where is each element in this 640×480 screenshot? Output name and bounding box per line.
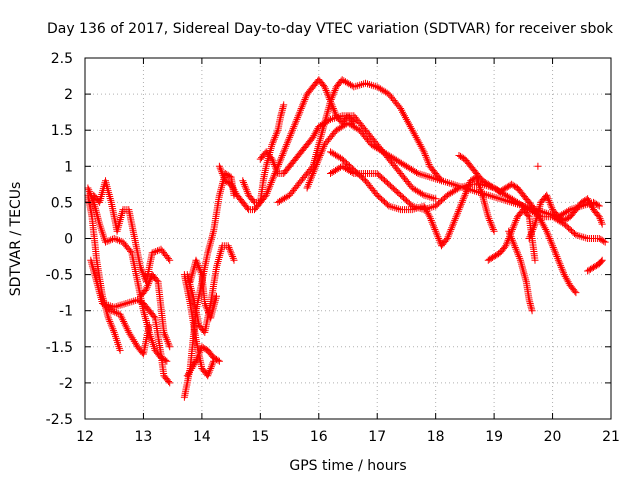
y-tick-label: -1.5 [46,340,73,356]
x-tick-label: 13 [135,429,153,445]
marker-trace [584,256,606,275]
series-arc21 [505,227,536,315]
y-tick-label: 0.5 [51,195,73,211]
x-tick-label: 16 [310,429,328,445]
series-arc23 [584,256,606,275]
y-tick-label: -1 [59,304,73,320]
series-arc10 [186,256,220,322]
marker-trace [505,227,536,315]
marker-trace [84,191,124,354]
x-ticks: 12 13 14 15 16 17 18 19 20 21 [76,58,620,445]
chart-title: Day 136 of 2017, Sidereal Day-to-day VTE… [47,21,614,37]
series-arc24 [534,162,542,170]
y-tick-label: 2.5 [51,51,73,67]
x-tick-label: 14 [193,429,211,445]
series-arc6 [137,271,174,351]
marker-trace [186,256,220,322]
series-arc1 [84,191,124,354]
series-arc17 [327,162,609,246]
marker-trace [274,76,445,206]
series-arc18 [327,148,498,250]
y-tick-label: -2.5 [46,412,73,428]
x-axis-label: GPS time / hours [289,458,406,474]
marker-trace [455,152,580,297]
data-points [84,76,609,401]
marker-trace [327,148,498,250]
y-tick-label: 1 [64,159,73,175]
y-tick-label: 0 [64,232,73,248]
y-tick-label: -2 [59,376,73,392]
y-tick-label: 1.5 [51,123,73,139]
series-arc11 [180,271,218,380]
marker-trace [180,271,218,380]
x-tick-label: 18 [427,429,445,445]
x-tick-label: 15 [251,429,269,445]
marker-trace [534,162,542,170]
x-tick-label: 12 [76,429,94,445]
y-tick-label: 2 [64,87,73,103]
marker-trace [99,296,174,387]
marker-trace [137,271,174,351]
x-tick-label: 19 [485,429,503,445]
series-arc5 [99,296,174,387]
marker-trace [525,191,606,242]
x-tick-label: 17 [368,429,386,445]
series-arc19 [455,152,580,297]
marker-trace [327,162,609,246]
x-tick-label: 20 [544,429,562,445]
x-tick-label: 21 [602,429,620,445]
series-arc22 [525,191,606,242]
series-arc15 [274,76,445,206]
y-ticks: 2.5 2 1.5 1 0.5 0 -0.5 -1 -1.5 -2 -2.5 [46,51,611,428]
y-axis-label: SDTVAR / TECUs [8,182,24,297]
y-tick-label: -0.5 [46,268,73,284]
